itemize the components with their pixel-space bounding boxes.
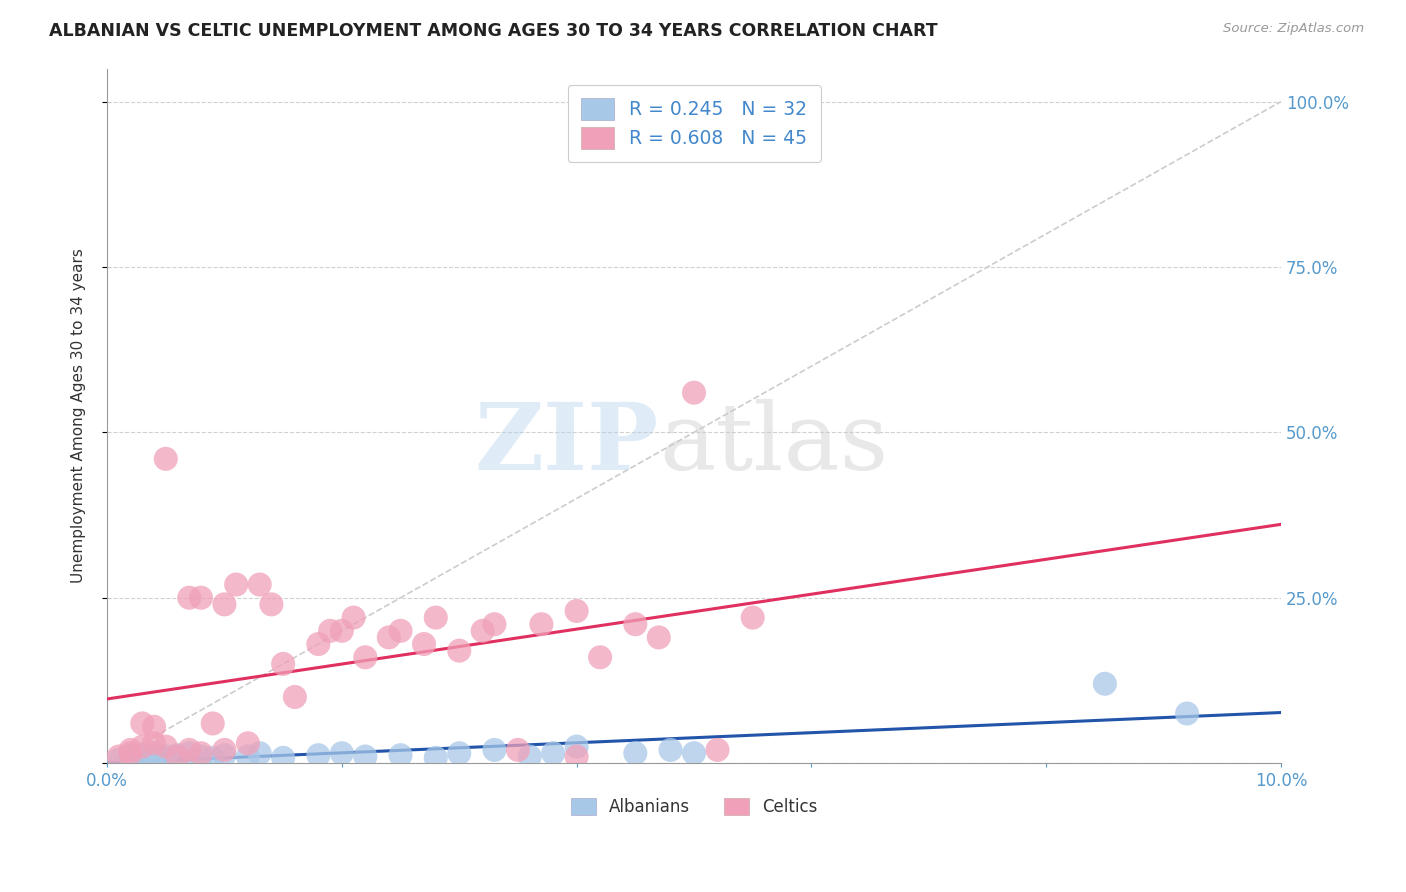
Point: [648, 631, 671, 645]
Point: [683, 746, 706, 760]
Point: [307, 637, 329, 651]
Point: [624, 617, 647, 632]
Point: [506, 743, 529, 757]
Point: [449, 746, 471, 760]
Point: [143, 736, 166, 750]
Text: Source: ZipAtlas.com: Source: ZipAtlas.com: [1223, 22, 1364, 36]
Point: [236, 749, 259, 764]
Point: [354, 749, 377, 764]
Point: [120, 746, 142, 760]
Point: [249, 577, 271, 591]
Point: [108, 753, 131, 767]
Point: [683, 385, 706, 400]
Point: [741, 610, 763, 624]
Point: [271, 657, 294, 671]
Point: [155, 739, 177, 754]
Legend: Albanians, Celtics: Albanians, Celtics: [562, 789, 825, 824]
Point: [541, 746, 564, 760]
Point: [201, 751, 224, 765]
Point: [449, 643, 471, 657]
Point: [706, 743, 728, 757]
Point: [389, 624, 412, 638]
Point: [143, 720, 166, 734]
Point: [108, 749, 131, 764]
Point: [166, 749, 188, 764]
Point: [530, 617, 553, 632]
Point: [484, 617, 506, 632]
Point: [484, 743, 506, 757]
Point: [179, 743, 201, 757]
Point: [249, 746, 271, 760]
Point: [190, 749, 212, 764]
Point: [214, 748, 236, 763]
Point: [201, 716, 224, 731]
Point: [565, 604, 588, 618]
Point: [565, 749, 588, 764]
Point: [342, 610, 364, 624]
Point: [225, 577, 247, 591]
Point: [131, 748, 153, 763]
Point: [214, 743, 236, 757]
Point: [330, 746, 353, 760]
Point: [1094, 677, 1116, 691]
Point: [131, 739, 153, 754]
Point: [155, 751, 177, 765]
Point: [190, 591, 212, 605]
Point: [236, 736, 259, 750]
Point: [1175, 706, 1198, 721]
Point: [319, 624, 342, 638]
Point: [354, 650, 377, 665]
Text: ZIP: ZIP: [475, 399, 659, 489]
Point: [131, 752, 153, 766]
Point: [120, 749, 142, 764]
Point: [179, 746, 201, 760]
Point: [330, 624, 353, 638]
Point: [413, 637, 436, 651]
Point: [260, 598, 283, 612]
Point: [519, 749, 541, 764]
Point: [284, 690, 307, 704]
Point: [190, 746, 212, 760]
Point: [378, 631, 401, 645]
Point: [214, 598, 236, 612]
Point: [155, 749, 177, 764]
Point: [131, 716, 153, 731]
Point: [271, 751, 294, 765]
Point: [143, 746, 166, 760]
Point: [120, 743, 142, 757]
Point: [166, 748, 188, 763]
Text: ALBANIAN VS CELTIC UNEMPLOYMENT AMONG AGES 30 TO 34 YEARS CORRELATION CHART: ALBANIAN VS CELTIC UNEMPLOYMENT AMONG AG…: [49, 22, 938, 40]
Point: [143, 751, 166, 765]
Point: [425, 610, 447, 624]
Text: atlas: atlas: [659, 399, 889, 489]
Point: [565, 739, 588, 754]
Point: [179, 591, 201, 605]
Point: [307, 748, 329, 763]
Point: [425, 751, 447, 765]
Point: [659, 743, 682, 757]
Point: [624, 746, 647, 760]
Point: [155, 451, 177, 466]
Point: [120, 751, 142, 765]
Point: [389, 748, 412, 763]
Y-axis label: Unemployment Among Ages 30 to 34 years: Unemployment Among Ages 30 to 34 years: [72, 248, 86, 583]
Point: [471, 624, 494, 638]
Point: [589, 650, 612, 665]
